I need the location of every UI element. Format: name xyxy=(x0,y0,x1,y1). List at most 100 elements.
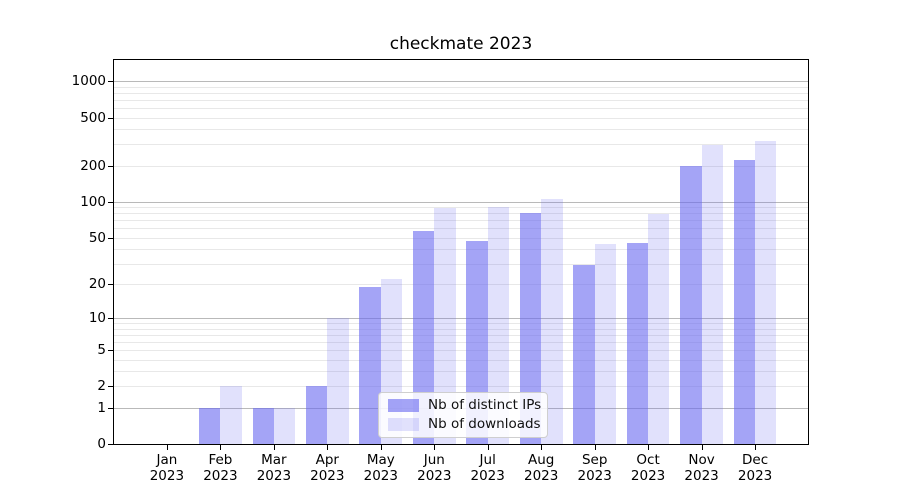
y-major-gridline xyxy=(114,81,808,83)
bar-distinct-ips xyxy=(412,230,435,444)
bar-distinct-ips xyxy=(680,165,702,444)
legend-swatch-distinct-ips-icon xyxy=(388,398,419,412)
y-axis-tick-label: 5 xyxy=(97,341,106,358)
x-axis-tick-label: Apr 2023 xyxy=(310,452,345,484)
bar-downloads xyxy=(755,140,777,444)
x-axis-tick xyxy=(648,445,650,450)
bar-downloads xyxy=(327,318,349,444)
bar-downloads xyxy=(648,213,670,444)
bar-distinct-ips xyxy=(252,407,274,444)
legend-entry-downloads: Nb of downloads xyxy=(388,415,541,434)
y-axis-tick xyxy=(108,284,113,286)
legend-swatch-downloads-icon xyxy=(388,418,419,432)
x-axis-tick-label: Feb 2023 xyxy=(203,452,238,484)
y-axis-tick xyxy=(108,386,113,388)
x-axis-tick-label: Jun 2023 xyxy=(417,452,452,484)
y-axis-tick xyxy=(108,318,113,320)
x-axis-tick-label: Jan 2023 xyxy=(149,452,185,484)
x-axis-tick-label: Mar 2023 xyxy=(256,452,292,484)
y-axis-tick xyxy=(108,117,113,119)
y-axis-tick-label: 20 xyxy=(88,276,106,293)
x-axis-tick-label: Jul 2023 xyxy=(470,452,505,484)
y-major-gridline xyxy=(114,201,808,203)
bar-downloads xyxy=(220,386,242,444)
y-minor-gridline xyxy=(114,228,808,230)
x-axis-tick xyxy=(166,445,168,450)
bar-distinct-ips xyxy=(626,243,649,444)
bar-distinct-ips xyxy=(199,407,221,444)
bar-downloads xyxy=(487,207,510,444)
y-axis-tick-label: 50 xyxy=(88,229,106,246)
y-minor-gridline xyxy=(114,328,808,330)
y-axis-tick-label: 0 xyxy=(97,436,106,452)
bar-downloads xyxy=(434,208,456,444)
x-axis-tick xyxy=(701,445,703,450)
y-major-gridline xyxy=(114,318,808,320)
y-minor-gridline xyxy=(114,100,808,101)
bar-downloads xyxy=(541,199,563,444)
legend: Nb of distinct IPs Nb of downloads xyxy=(378,392,548,438)
x-axis-tick-label: Sep 2023 xyxy=(577,452,612,484)
y-minor-gridline xyxy=(114,284,808,286)
y-minor-gridline xyxy=(114,237,808,239)
x-axis-tick xyxy=(273,445,275,450)
y-minor-gridline xyxy=(114,359,808,361)
y-minor-gridline xyxy=(114,129,808,131)
y-minor-gridline xyxy=(114,117,808,119)
y-axis-tick xyxy=(108,444,113,445)
bar-distinct-ips xyxy=(305,386,328,444)
x-axis-tick xyxy=(434,445,436,450)
y-axis-tick-label: 2 xyxy=(97,378,106,395)
x-axis-tick-label: May 2023 xyxy=(363,452,398,484)
y-minor-gridline xyxy=(114,323,808,325)
x-axis-tick-label: Oct 2023 xyxy=(630,452,666,484)
x-axis-tick xyxy=(220,445,222,450)
bar-distinct-ips xyxy=(733,160,756,444)
bar-distinct-ips xyxy=(359,286,381,444)
y-minor-gridline xyxy=(114,220,808,222)
y-minor-gridline xyxy=(114,249,808,250)
y-minor-gridline xyxy=(114,386,808,388)
y-axis-tick-label: 500 xyxy=(80,109,106,126)
y-axis-tick xyxy=(108,81,113,83)
x-axis-tick-label: Dec 2023 xyxy=(737,452,773,484)
y-minor-gridline xyxy=(114,263,808,265)
x-axis-tick xyxy=(327,445,329,450)
y-minor-gridline xyxy=(114,334,808,336)
legend-label: Nb of distinct IPs xyxy=(428,396,542,413)
y-axis-tick xyxy=(108,407,113,409)
x-axis-tick xyxy=(755,445,757,450)
y-axis-tick-label: 10 xyxy=(88,310,106,327)
y-minor-gridline xyxy=(114,144,808,146)
y-axis-tick xyxy=(108,349,113,351)
bar-distinct-ips xyxy=(519,213,542,444)
bar-downloads xyxy=(273,407,296,444)
y-minor-gridline xyxy=(114,341,808,343)
y-axis-tick xyxy=(108,201,113,203)
y-minor-gridline xyxy=(114,86,808,88)
y-axis-tick-label: 100 xyxy=(80,193,106,210)
bar-downloads xyxy=(594,244,617,444)
y-axis-tick-label: 1000 xyxy=(71,73,106,90)
x-axis-tick xyxy=(541,445,543,450)
y-minor-gridline xyxy=(114,349,808,351)
y-axis-tick-label: 1 xyxy=(97,399,106,416)
x-axis-tick-label: Aug 2023 xyxy=(524,452,559,484)
y-axis-tick xyxy=(108,237,113,239)
bar-downloads xyxy=(701,145,723,444)
y-minor-gridline xyxy=(114,213,808,215)
bar-distinct-ips xyxy=(573,265,595,444)
x-axis-tick xyxy=(487,445,489,450)
y-minor-gridline xyxy=(114,165,808,167)
chart-title: checkmate 2023 xyxy=(389,34,533,54)
x-axis-tick xyxy=(380,445,382,450)
y-minor-gridline xyxy=(114,108,808,110)
x-axis-tick-label: Nov 2023 xyxy=(684,452,719,484)
legend-label: Nb of downloads xyxy=(428,416,541,433)
y-minor-gridline xyxy=(114,371,808,373)
y-minor-gridline xyxy=(114,207,808,209)
y-axis-tick-label: 200 xyxy=(80,157,106,174)
legend-entry-distinct-ips: Nb of distinct IPs xyxy=(388,396,542,415)
y-axis-tick xyxy=(108,165,113,167)
